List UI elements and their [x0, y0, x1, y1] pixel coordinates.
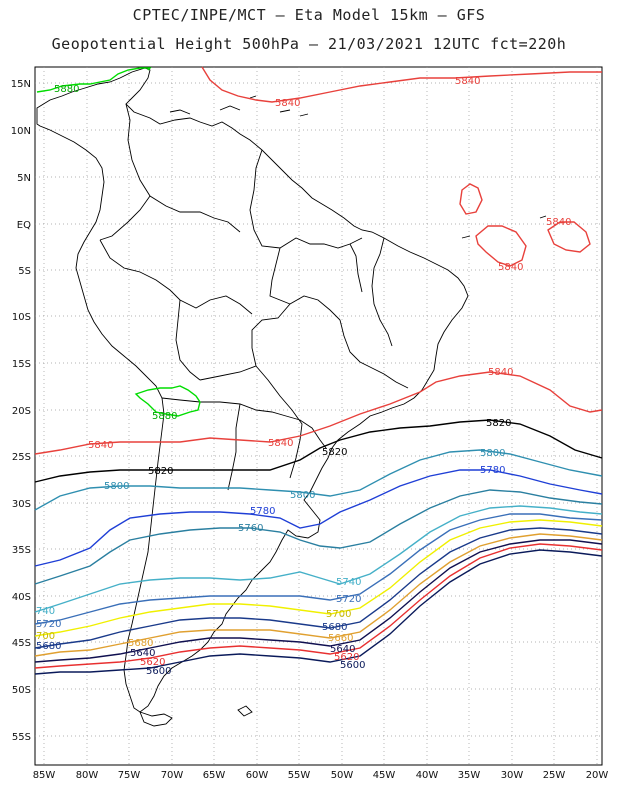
lon-label: 55W [288, 770, 311, 781]
contour-5840 [547, 221, 591, 253]
south-america-coastline [36, 67, 469, 713]
contour-label-5720: 5720 [36, 619, 61, 630]
lat-label: 10N [11, 126, 31, 137]
lon-label: 30W [501, 770, 524, 781]
contour-label-5840: 5840 [488, 367, 513, 378]
contour-5840 [475, 225, 527, 267]
lon-label: 40W [416, 770, 439, 781]
contour-5880 [36, 67, 152, 93]
contour-label-5840: 5840 [455, 76, 480, 87]
contour-label-5840: 5840 [275, 98, 300, 109]
contour-label-5880: 5880 [54, 84, 79, 95]
contour-label-5640: 5640 [330, 644, 355, 655]
latitude-labels: 15N 10N 5N EQ 5S 10S 15S 20S 25S 30S 35S… [11, 79, 31, 743]
contour-label-5800: 5800 [290, 490, 315, 501]
contour-label-5640: 5640 [130, 648, 155, 659]
longitude-labels: 85W 80W 75W 70W 65W 60W 55W 50W 45W 40W … [33, 770, 609, 781]
lon-label: 35W [458, 770, 481, 781]
lon-label: 45W [373, 770, 396, 781]
contour-5720 [34, 513, 603, 625]
contour-5780 [34, 469, 603, 567]
contour-label-5840: 5840 [88, 440, 113, 451]
coastlines-and-borders [36, 67, 547, 727]
contour-label-5680: 5680 [36, 641, 61, 652]
country-borders [99, 103, 409, 491]
lat-label: 55S [12, 732, 31, 743]
contour-5620 [34, 543, 603, 669]
contour-5800 [34, 449, 603, 511]
contour-5700 [34, 519, 603, 637]
contour-label-5700: 700 [36, 631, 55, 642]
contour-label-5820: 5820 [486, 418, 511, 429]
contour-5760 [34, 489, 603, 585]
contour-label-5760: 5760 [238, 523, 263, 534]
contour-label-5700: 5700 [326, 609, 351, 620]
contour-label-5620: 5620 [334, 652, 359, 663]
lon-label: 65W [203, 770, 226, 781]
contour-label-5740: 740 [36, 606, 55, 617]
contour-label-5820: 5820 [148, 466, 173, 477]
lat-label: 15N [11, 79, 31, 90]
lat-label: EQ [17, 220, 31, 231]
contour-label-5780: 5780 [250, 506, 275, 517]
lon-label: 50W [331, 770, 354, 781]
lat-label: 15S [12, 359, 31, 370]
contour-label-5600: 5600 [146, 666, 171, 677]
contour-5680 [34, 527, 603, 649]
contour-label-5840: 5840 [546, 217, 571, 228]
lat-label: 45S [12, 638, 31, 649]
contour-label-5600: 5600 [340, 660, 365, 671]
contour-label-5740: 5740 [336, 577, 361, 588]
contour-label-5620: 5620 [140, 657, 165, 668]
lon-label: 70W [161, 770, 184, 781]
lat-label: 50S [12, 685, 31, 696]
contour-label-5800: 5800 [104, 481, 129, 492]
lat-label: 5N [17, 173, 31, 184]
contour-5820 [34, 419, 603, 483]
contour-label-5840: 5840 [268, 438, 293, 449]
lon-label: 85W [33, 770, 56, 781]
contour-5840 [459, 183, 483, 215]
contour-label-5820: 5820 [322, 447, 347, 458]
lon-label: 20W [586, 770, 609, 781]
chart-title-line2: Geopotential Height 500hPa – 21/03/2021 … [51, 35, 567, 53]
contour-label-5680: 5680 [322, 622, 347, 633]
lon-label: 60W [246, 770, 269, 781]
lat-label: 30S [12, 499, 31, 510]
contour-5740 [34, 505, 603, 613]
lat-label: 20S [12, 406, 31, 417]
map-frame [34, 66, 603, 766]
contour-5880 [134, 385, 201, 417]
contour-labels: 5880 5880 5840 5840 5840 5840 5840 5840 … [36, 76, 571, 677]
contour-label-5780: 5780 [480, 465, 505, 476]
lon-label: 25W [543, 770, 566, 781]
contour-label-5720: 5720 [336, 594, 361, 605]
contour-lines [34, 66, 603, 675]
lat-label: 40S [12, 592, 31, 603]
lon-label: 75W [118, 770, 141, 781]
contour-label-5840: 5840 [498, 262, 523, 273]
contour-5660 [34, 533, 603, 657]
contour-5600 [34, 549, 603, 675]
lat-label: 5S [18, 266, 31, 277]
lat-label: 25S [12, 452, 31, 463]
lat-label: 10S [12, 312, 31, 323]
contour-5840 [34, 371, 603, 455]
contour-label-5800: 5800 [480, 448, 505, 459]
lon-label: 80W [76, 770, 99, 781]
chart-title-line1: CPTEC/INPE/MCT – Eta Model 15km – GFS [132, 6, 486, 24]
contour-label-5660: 5660 [328, 633, 353, 644]
lat-label: 35S [12, 545, 31, 556]
grid-lines [35, 67, 602, 765]
contour-5840 [201, 66, 602, 103]
contour-5640 [34, 539, 603, 663]
contour-label-5680: 5680 [128, 638, 153, 649]
contour-label-5880: 5880 [152, 411, 177, 422]
